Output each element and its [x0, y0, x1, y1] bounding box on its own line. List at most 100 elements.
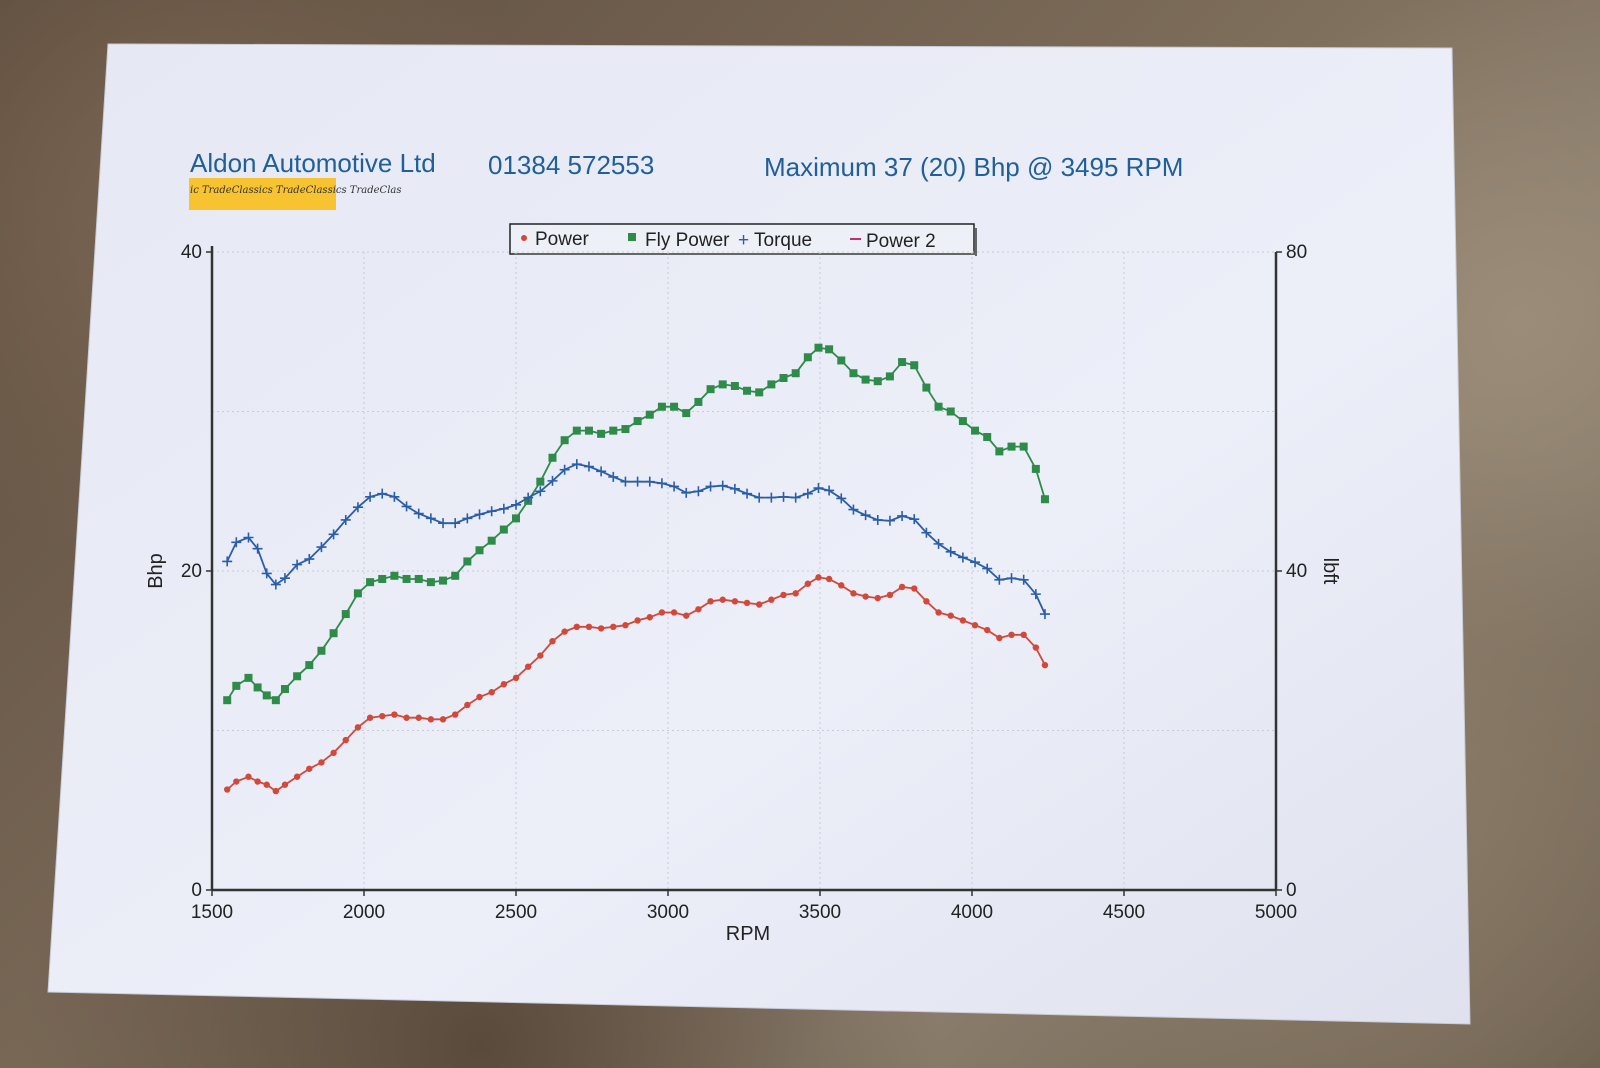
phone-number: 01384 572553 — [488, 150, 654, 180]
data-point — [730, 381, 739, 390]
data-point — [836, 493, 847, 504]
data-point — [318, 759, 325, 766]
data-point — [413, 508, 424, 519]
data-point — [292, 559, 303, 570]
data-point — [1007, 442, 1016, 451]
legend-power-label: Power — [535, 229, 590, 250]
series-line — [226, 463, 1046, 615]
legend-power-marker — [521, 235, 527, 241]
y2-tick-label: 80 — [1286, 242, 1307, 263]
data-point — [524, 663, 532, 670]
data-point — [281, 781, 289, 788]
data-point — [718, 380, 727, 389]
data-point — [645, 410, 654, 419]
data-point — [729, 483, 740, 494]
data-point — [982, 563, 993, 574]
data-point — [366, 714, 374, 721]
data-point — [272, 787, 280, 795]
data-point — [778, 491, 789, 502]
data-point — [791, 369, 800, 378]
data-point — [755, 388, 764, 397]
legend-flypower-marker — [628, 233, 636, 241]
data-point — [970, 557, 981, 568]
data-point — [681, 487, 692, 498]
y2-axis-label: lbft — [1319, 558, 1341, 585]
series-line — [226, 576, 1046, 793]
data-point — [597, 625, 605, 632]
series-torque — [222, 459, 1050, 620]
data-point — [389, 491, 400, 502]
legend: Power Fly Power + Torque Power 2 — [509, 223, 977, 256]
data-point — [254, 778, 261, 785]
data-point — [512, 514, 520, 523]
data-point — [583, 461, 594, 472]
data-point — [873, 377, 882, 386]
data-point — [439, 576, 448, 585]
data-point — [560, 436, 569, 445]
data-point — [252, 543, 263, 554]
data-point — [279, 573, 290, 584]
data-point — [1006, 573, 1017, 584]
data-point — [585, 623, 593, 631]
data-point — [233, 778, 240, 785]
data-point — [354, 724, 362, 731]
data-point — [824, 485, 835, 496]
data-point — [804, 580, 812, 587]
data-point — [610, 623, 617, 631]
data-point — [995, 447, 1004, 456]
data-point — [486, 506, 497, 517]
data-point — [717, 480, 728, 491]
data-point — [971, 426, 980, 435]
data-point — [462, 513, 473, 524]
data-point — [261, 568, 272, 579]
data-point — [756, 601, 763, 608]
data-point — [572, 426, 581, 435]
data-point — [658, 609, 666, 616]
legend-flypower-label: Fly Power — [645, 230, 730, 251]
data-point — [848, 504, 859, 515]
data-point — [511, 499, 521, 510]
data-point — [656, 478, 667, 489]
data-point — [935, 609, 942, 616]
data-point — [377, 488, 388, 499]
data-point — [957, 552, 968, 563]
data-point — [933, 538, 944, 549]
data-point — [403, 714, 410, 721]
data-point — [474, 509, 485, 520]
data-point — [705, 481, 716, 492]
data-point — [253, 683, 262, 692]
legend-power2-label: Power 2 — [866, 231, 936, 252]
x-tick-label: 4500 — [1103, 902, 1145, 923]
data-point — [1020, 631, 1027, 638]
data-point — [223, 696, 232, 705]
data-point — [754, 492, 765, 503]
data-point — [224, 786, 231, 793]
data-point — [262, 691, 271, 700]
data-point — [391, 711, 398, 718]
data-point — [293, 773, 301, 780]
data-point — [693, 486, 704, 497]
data-point — [958, 417, 967, 426]
data-point — [983, 433, 992, 442]
data-point — [452, 711, 459, 718]
data-point — [766, 492, 777, 503]
x-tick-label: 4000 — [951, 902, 993, 923]
data-point — [342, 736, 349, 744]
data-point — [245, 773, 252, 780]
data-point — [731, 598, 739, 605]
data-point — [861, 375, 870, 384]
data-point — [271, 696, 280, 705]
data-point — [694, 397, 703, 406]
axes: 1500 2000 2500 3000 3500 4000 4500 500002040040… — [145, 242, 1341, 945]
data-point — [559, 464, 570, 475]
data-point — [825, 575, 833, 583]
data-point — [815, 574, 822, 581]
data-point — [328, 529, 339, 540]
data-point — [523, 492, 534, 503]
data-point — [270, 579, 281, 590]
data-point — [984, 626, 991, 634]
data-point — [959, 617, 967, 624]
data-point — [402, 574, 411, 583]
data-point — [768, 596, 775, 603]
